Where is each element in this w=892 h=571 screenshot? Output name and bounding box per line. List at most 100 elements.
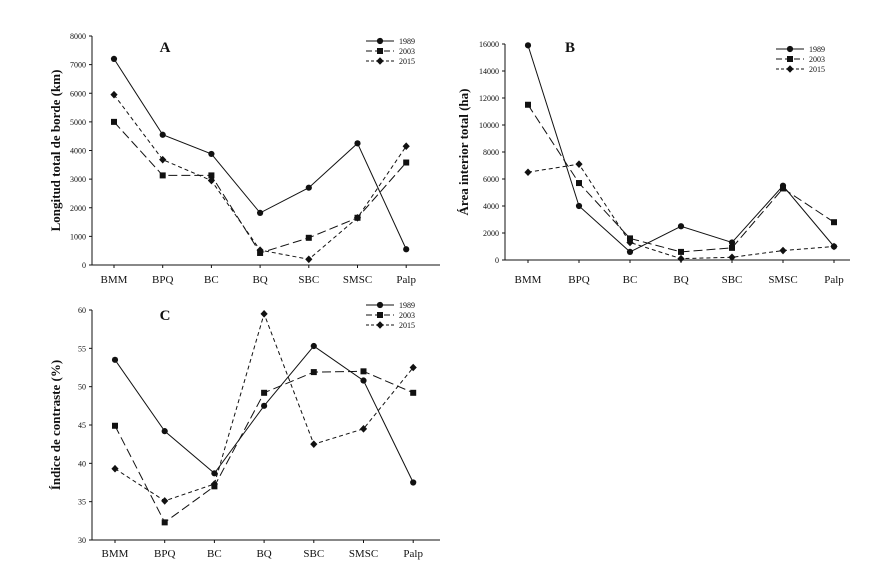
legend-marker (786, 45, 794, 53)
series-line (113, 58, 407, 250)
y-tick-label: 2000 (483, 229, 499, 238)
x-tick-label: SMSC (349, 548, 378, 560)
data-point (260, 310, 268, 318)
y-tick-label: 0 (82, 261, 86, 270)
y-tick-label: 10000 (479, 121, 499, 130)
data-point (403, 246, 410, 253)
series-line (527, 45, 835, 253)
data-point (524, 42, 532, 49)
x-tick-label: BPQ (152, 274, 173, 286)
data-point (305, 184, 312, 191)
data-point (410, 389, 417, 396)
data-point (524, 168, 532, 177)
series-line (113, 121, 407, 254)
x-tick-label: Palp (396, 274, 416, 286)
y-axis-title: Longitud total de borde (km) (48, 70, 63, 232)
data-point (779, 246, 787, 255)
data-point (525, 101, 531, 108)
x-tick-label: Palp (403, 548, 423, 560)
data-point (211, 470, 218, 477)
series-line (527, 163, 835, 260)
y-tick-label: 16000 (479, 40, 499, 49)
panel-letter: B (565, 40, 575, 56)
data-point (208, 172, 215, 179)
data-point (159, 131, 166, 138)
data-point (360, 368, 367, 375)
data-point (112, 422, 118, 429)
data-point (161, 519, 168, 526)
x-tick-label: BPQ (568, 274, 589, 286)
data-point (305, 255, 313, 264)
x-tick-label: BMM (515, 274, 542, 286)
y-tick-label: 14000 (479, 67, 499, 76)
y-tick-label: 12000 (479, 94, 499, 103)
y-tick-label: 8000 (483, 148, 499, 157)
legend-marker (377, 312, 383, 318)
data-point (210, 480, 218, 488)
series-2015 (110, 90, 410, 264)
legend-marker (376, 37, 384, 45)
data-point (111, 118, 117, 125)
x-tick-label: BC (623, 274, 638, 286)
x-tick-label: BPQ (154, 548, 175, 560)
data-point (576, 180, 582, 187)
data-point (403, 159, 410, 166)
x-tick-label: SMSC (343, 274, 372, 286)
y-tick-label: 60 (78, 306, 86, 315)
x-tick-label: SBC (722, 274, 743, 286)
y-tick-label: 45 (78, 421, 86, 430)
series-2015 (524, 160, 838, 263)
data-point (256, 246, 264, 254)
y-tick-label: 4000 (483, 202, 499, 211)
legend-label: 2015 (809, 65, 825, 74)
data-point (111, 356, 119, 363)
data-point (305, 234, 312, 241)
y-tick-label: 5000 (70, 118, 86, 127)
chart-panel-a: 0 1000 2000 3000 4000 5000 6000 7000 8000 BMM BPQ B… (48, 32, 440, 286)
y-tick-label: 0 (495, 256, 499, 265)
data-point (257, 209, 264, 217)
legend-label: 1989 (399, 301, 415, 310)
chart-panel-b: 0 2000 4000 6000 8000 10000 12000 14000 16000 BMM… (456, 40, 850, 286)
y-tick-label: 35 (78, 498, 86, 507)
y-tick-label: 55 (78, 344, 86, 353)
data-point (728, 253, 736, 262)
data-point (208, 150, 215, 158)
legend-label: 1989 (399, 37, 415, 46)
data-point (354, 140, 361, 147)
series-1989 (110, 55, 410, 253)
data-point (728, 239, 736, 246)
x-tick-label: SBC (298, 274, 319, 286)
legend-marker (377, 48, 383, 54)
series-line (527, 104, 835, 253)
legend-marker (787, 56, 793, 62)
series-2003 (112, 368, 417, 526)
chart-panel-c: 30 35 40 45 50 55 60 BMM BPQ BC BQ SBC SMSC Palp Índic… (48, 301, 440, 560)
y-tick-label: 8000 (70, 32, 86, 41)
data-point (626, 238, 634, 247)
series-line (114, 345, 414, 483)
series-2015 (111, 310, 417, 505)
y-tick-label: 40 (78, 459, 86, 468)
x-tick-label: SMSC (768, 274, 797, 286)
legend-label: 2015 (399, 57, 415, 66)
series-1989 (524, 42, 838, 255)
y-tick-label: 50 (78, 383, 86, 392)
data-point (261, 389, 268, 396)
x-tick-label: BC (207, 548, 222, 560)
panel-letter: C (160, 308, 171, 324)
data-point (111, 464, 119, 473)
x-tick-label: Palp (824, 274, 844, 286)
x-tick-label: BMM (102, 548, 129, 560)
data-point (110, 90, 118, 99)
data-point (780, 185, 786, 192)
x-tick-label: SBC (303, 548, 324, 560)
y-tick-label: 3000 (70, 175, 86, 184)
x-tick-label: BMM (101, 274, 128, 286)
legend-label: 1989 (809, 45, 825, 54)
data-point (159, 155, 167, 164)
data-point (359, 425, 368, 433)
